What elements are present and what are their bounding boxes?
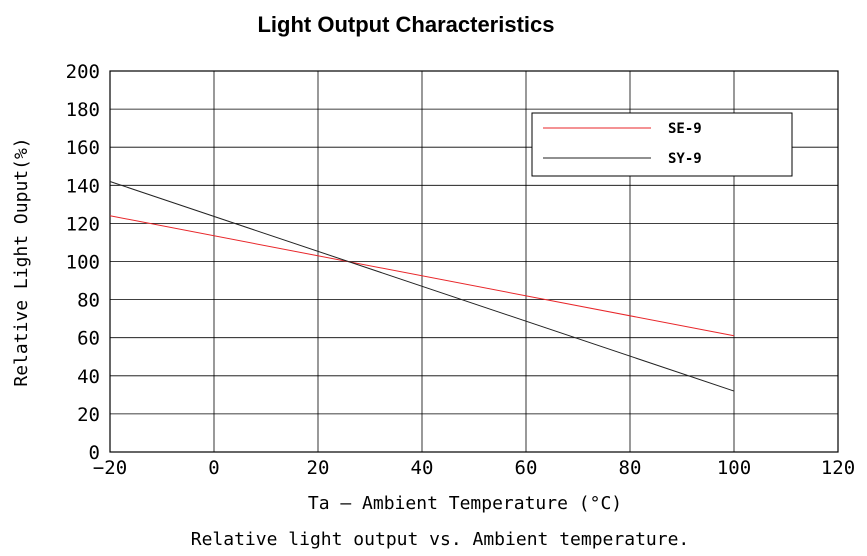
y-tick-label: 60: [77, 328, 100, 350]
y-tick-label: 40: [77, 366, 100, 388]
y-tick-label: 160: [66, 137, 100, 159]
x-tick-label: 0: [208, 457, 219, 479]
x-tick-label: 100: [717, 457, 751, 479]
y-tick-label: 140: [66, 175, 100, 197]
series-line-sy-9: [109, 181, 735, 392]
legend-label-se-9: SE-9: [668, 121, 702, 137]
legend: SE-9 SY-9: [531, 112, 793, 177]
chart-title: Light Output Characteristics: [257, 12, 554, 37]
y-tick-label: 0: [89, 442, 100, 464]
x-tick-label: 80: [619, 457, 642, 479]
x-tick-label: 40: [411, 457, 434, 479]
legend-box: [531, 112, 793, 177]
y-tick-label: 180: [66, 99, 100, 121]
y-tick-label: 120: [66, 213, 100, 235]
plot-area: [109, 70, 839, 453]
x-axis-label: Ta — Ambient Temperature (°C): [308, 493, 622, 514]
y-tick-labels: 0 20 40 60 80 100 120 140 160 180 200: [66, 61, 100, 464]
chart-caption: Relative light output vs. Ambient temper…: [191, 529, 690, 550]
y-axis-label: Relative Light Ouput(%): [11, 137, 32, 386]
legend-label-sy-9: SY-9: [668, 151, 702, 167]
y-tick-label: 80: [77, 290, 100, 312]
x-tick-labels: −20 0 20 40 60 80 100 120: [93, 457, 855, 479]
y-tick-label: 100: [66, 252, 100, 274]
x-tick-label: 60: [515, 457, 538, 479]
series-line-se-9: [109, 215, 735, 337]
y-tick-label: 20: [77, 404, 100, 426]
x-tick-label: 120: [821, 457, 855, 479]
y-tick-label: 200: [66, 61, 100, 83]
x-tick-label: 20: [307, 457, 330, 479]
x-tick-label: −20: [93, 457, 127, 479]
series-group: [109, 181, 735, 392]
